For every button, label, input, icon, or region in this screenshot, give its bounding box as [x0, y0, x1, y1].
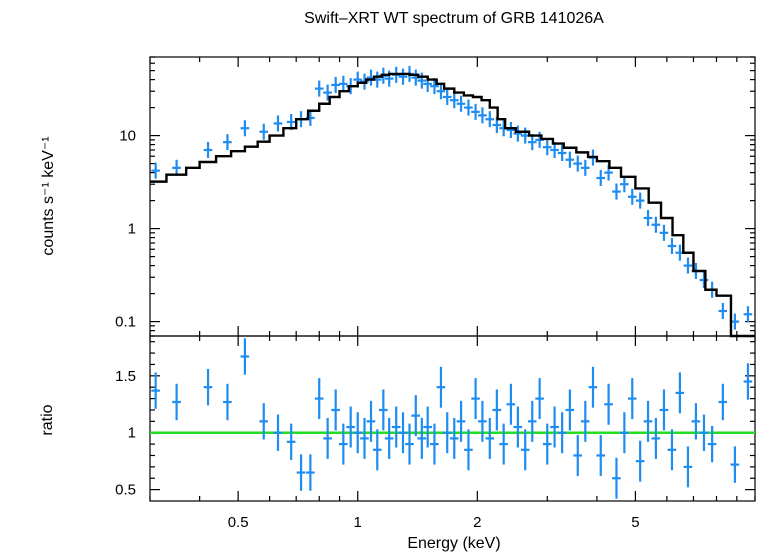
- x-tick-label: 2: [473, 514, 481, 531]
- spectrum-y-tick-label: 1: [128, 221, 136, 238]
- spectrum-y-tick-label: 10: [119, 128, 136, 145]
- model-step-line: [150, 72, 755, 338]
- ratio-y-tick-label: 1: [128, 425, 136, 442]
- ratio-y-tick-label: 0.5: [115, 482, 136, 499]
- x-tick-label: 0.5: [228, 514, 249, 531]
- spectrum-y-tick-label: 0.1: [115, 314, 136, 331]
- chart-title: Swift–XRT WT spectrum of GRB 141026A: [304, 10, 604, 27]
- x-axis-label: Energy (keV): [407, 535, 501, 552]
- x-tick-label: 5: [631, 514, 639, 531]
- ratio-y-tick-label: 1.5: [115, 368, 136, 385]
- x-tick-label: 1: [354, 514, 362, 531]
- spectrum-panel-frame: [149, 56, 756, 337]
- ratio-panel-frame: [149, 335, 756, 502]
